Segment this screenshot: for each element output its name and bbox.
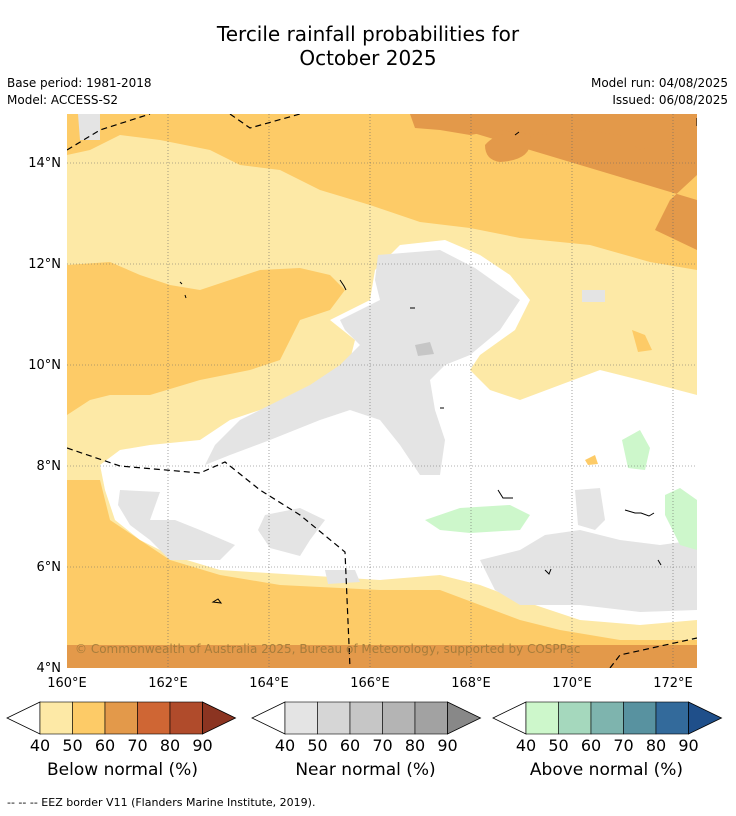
below-50-patch (632, 330, 652, 352)
below-50-region (67, 114, 697, 270)
above-normal-east (622, 430, 650, 470)
meta-left: Base period: 1981-2018 Model: ACCESS-S2 (7, 75, 152, 109)
near-normal-ne (582, 290, 605, 302)
colorbar-over-arrow (202, 701, 237, 735)
lat-label: 12°N (28, 257, 61, 272)
colorbar-tick-label: 90 (437, 736, 457, 755)
colorbar-segment (558, 701, 592, 735)
below-50-west (67, 262, 345, 415)
colorbar-tick-label: 60 (581, 736, 601, 755)
model-run: Model run: 04/08/2025 (590, 76, 728, 90)
colorbar-segment (525, 701, 559, 735)
colorbar-under-arrow (251, 701, 286, 735)
below-50-south-edge (67, 612, 440, 645)
colorbar-tick-label: 50 (307, 736, 327, 755)
colorbar-under-arrow (6, 701, 41, 735)
colorbar-segment (655, 701, 689, 735)
above-normal-far-east (665, 488, 697, 550)
lon-label: 170°E (552, 676, 592, 691)
colorbar-tick-label: 70 (127, 736, 147, 755)
lon-label: 162°E (148, 676, 188, 691)
below-60-region (410, 114, 697, 250)
near-normal-small (325, 570, 360, 584)
colorbar-tick-label: 60 (95, 736, 115, 755)
below-normal-label: Below normal (%) (47, 760, 198, 780)
near-normal-west (118, 490, 235, 560)
lat-label: 4°N (37, 661, 62, 676)
below-60-south (67, 645, 697, 668)
colorbar-segment (137, 701, 171, 735)
colorbar-tick-label: 90 (678, 736, 698, 755)
colorbar: 40 50 60 70 80 90 (251, 701, 482, 755)
colorbar-tick-label: 60 (340, 736, 360, 755)
lon-label: 168°E (451, 676, 491, 691)
colorbar-segment (623, 701, 657, 735)
lon-label: 166°E (350, 676, 390, 691)
colorbar: 40 50 60 70 80 90 (6, 701, 237, 755)
lat-label: 14°N (28, 156, 61, 171)
above-normal-label: Above normal (%) (529, 760, 684, 780)
colorbar-tick-label: 80 (405, 736, 425, 755)
colorbar-over-arrow (447, 701, 482, 735)
below-50-dot (585, 455, 598, 465)
lat-label: 10°N (28, 358, 61, 373)
colorbar-tick-label: 40 (275, 736, 295, 755)
longitude-labels: 160°E 162°E 164°E 166°E 168°E 170°E 172°… (47, 676, 693, 691)
near-normal-east (575, 488, 605, 530)
probability-field: © Commonwealth of Australia 2025, Bureau… (67, 114, 697, 668)
latitude-labels: 4°N 6°N 8°N 10°N 12°N 14°N (28, 156, 61, 676)
colorbar-tick-label: 40 (30, 736, 50, 755)
near-normal-label: Near normal (%) (295, 760, 436, 780)
colorbar-tick-label: 70 (372, 736, 392, 755)
colorbar-tick-label: 80 (646, 736, 666, 755)
colorbar-segment (590, 701, 624, 735)
colorbar-tick-label: 50 (62, 736, 82, 755)
colorbar-over-arrow (688, 701, 723, 735)
colorbar-segment (104, 701, 138, 735)
map-title: Tercile rainfall probabilities for Octob… (0, 22, 736, 70)
near-normal-central (205, 250, 520, 475)
colorbar-segment (169, 701, 203, 735)
colorbar-tick-label: 80 (160, 736, 180, 755)
title-line-1: Tercile rainfall probabilities for (216, 22, 520, 46)
colorbar-under-arrow (492, 701, 527, 735)
above-normal-central (425, 505, 530, 533)
colorbar-tick-label: 90 (192, 736, 212, 755)
colorbar-segment (317, 701, 351, 735)
lat-label: 8°N (37, 459, 62, 474)
near-normal-south (480, 530, 697, 612)
near-normal-patch (415, 342, 434, 356)
colorbar-tick-label: 40 (516, 736, 536, 755)
near-normal-mid (258, 508, 325, 556)
lon-label: 164°E (249, 676, 289, 691)
colorbar-segment (72, 701, 106, 735)
lon-label: 172°E (653, 676, 693, 691)
graticule (67, 114, 697, 668)
legend-colorbars: 40 50 60 70 80 90 40 50 60 70 80 90 40 50 60 70 80 90 (6, 701, 723, 755)
eez-footnote: -- -- -- EEZ border V11 (Flanders Marine… (7, 796, 316, 809)
eez-borders (67, 114, 697, 668)
below-60-region-top (410, 114, 697, 150)
colorbar-tick-label: 50 (548, 736, 568, 755)
issued-date: Issued: 06/08/2025 (612, 93, 728, 107)
colorbar: 40 50 60 70 80 90 (492, 701, 723, 755)
colorbar-segment (39, 701, 73, 735)
below-60-patch (485, 132, 531, 162)
model-name: Model: ACCESS-S2 (7, 93, 119, 107)
islands (179, 118, 697, 604)
colorbar-segment (349, 701, 383, 735)
near-normal-patch-nw (78, 114, 100, 140)
lon-label: 160°E (47, 676, 87, 691)
meta-right: Model run: 04/08/2025 Issued: 06/08/2025 (591, 75, 728, 109)
copyright-credit: © Commonwealth of Australia 2025, Bureau… (75, 642, 580, 656)
colorbar-tick-label: 70 (613, 736, 633, 755)
base-period: Base period: 1981-2018 (7, 76, 152, 90)
colorbar-segment (284, 701, 318, 735)
lat-label: 6°N (37, 560, 62, 575)
colorbar-segment (414, 701, 448, 735)
colorbar-segment (382, 701, 416, 735)
title-line-2: October 2025 (299, 46, 437, 70)
